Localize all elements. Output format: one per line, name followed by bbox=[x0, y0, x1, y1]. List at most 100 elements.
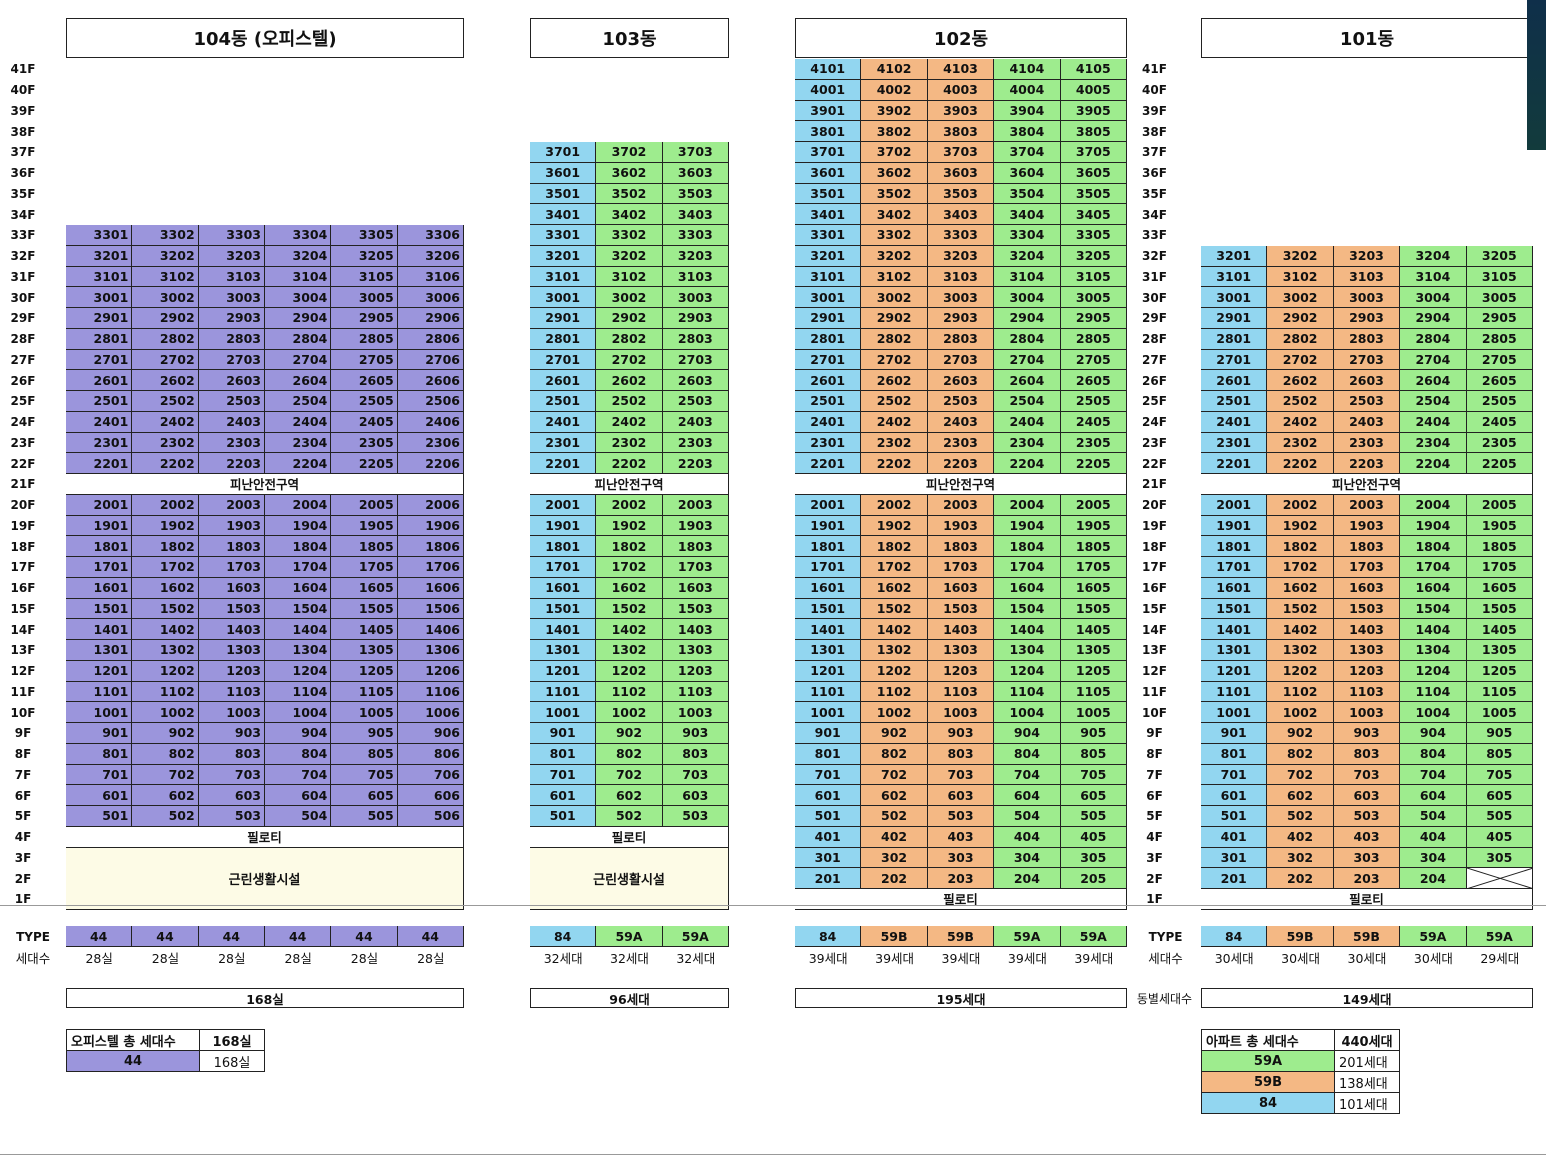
apartment-summary-value-59a: 201세대 bbox=[1334, 1050, 1400, 1072]
unit-cell: 2302 bbox=[132, 432, 199, 454]
unit-cell: 4102 bbox=[861, 59, 928, 80]
unit-cell: 702 bbox=[596, 764, 663, 786]
empty-unit-cross-icon bbox=[1466, 868, 1533, 889]
unit-cell: 501 bbox=[530, 806, 597, 827]
unit-cell: 2604 bbox=[265, 370, 332, 391]
unit-cell: 603 bbox=[198, 785, 265, 806]
floor-label: 29F bbox=[10, 311, 36, 326]
unit-cell: 2002 bbox=[596, 494, 663, 516]
household-count: 28실 bbox=[350, 950, 379, 966]
unit-cell: 1103 bbox=[927, 681, 995, 703]
unit-cell: 1605 bbox=[1466, 577, 1533, 599]
type-cell: 84 bbox=[1201, 926, 1268, 947]
household-count: 30세대 bbox=[1214, 950, 1254, 966]
unit-cell: 1005 bbox=[1466, 702, 1533, 723]
floor-label: 18F bbox=[10, 539, 36, 554]
unit-cell: 2702 bbox=[1267, 349, 1334, 371]
unit-cell: 2205 bbox=[1060, 453, 1127, 474]
floor-label: 2F bbox=[14, 871, 32, 886]
unit-cell: 1502 bbox=[132, 598, 199, 620]
household-count: 28실 bbox=[284, 950, 312, 966]
unit-cell: 2002 bbox=[132, 494, 199, 516]
type-cell: 44 bbox=[66, 926, 133, 947]
unit-cell: 1204 bbox=[265, 660, 332, 682]
unit-cell: 1701 bbox=[1201, 557, 1268, 578]
unit-cell: 1306 bbox=[397, 640, 464, 661]
unit-cell: 2403 bbox=[662, 411, 729, 433]
unit-cell: 2202 bbox=[596, 453, 663, 474]
unit-cell: 504 bbox=[994, 806, 1061, 827]
unit-cell: 2305 bbox=[331, 432, 398, 454]
unit-cell: 704 bbox=[1400, 764, 1467, 786]
unit-cell: 3104 bbox=[994, 266, 1061, 288]
unit-cell: 703 bbox=[662, 764, 729, 786]
floor-label: 32F bbox=[1142, 249, 1167, 264]
apartment-summary-type-59a: 59A bbox=[1201, 1050, 1335, 1072]
unit-cell: 3502 bbox=[861, 183, 928, 205]
unit-cell: 2702 bbox=[132, 349, 199, 371]
unit-cell: 1901 bbox=[795, 515, 862, 537]
unit-cell: 3303 bbox=[662, 225, 729, 246]
unit-cell: 2501 bbox=[795, 391, 862, 412]
unit-cell: 2005 bbox=[1060, 494, 1127, 516]
unit-cell: 4004 bbox=[994, 79, 1061, 101]
unit-cell: 3202 bbox=[132, 245, 199, 267]
unit-cell: 1803 bbox=[198, 536, 265, 557]
unit-cell: 1802 bbox=[596, 536, 663, 557]
unit-cell: 902 bbox=[1267, 723, 1334, 744]
unit-cell: 3501 bbox=[530, 183, 597, 205]
unit-cell: 801 bbox=[66, 743, 133, 765]
corner-dark-bar bbox=[1527, 0, 1546, 150]
unit-cell: 3601 bbox=[795, 162, 862, 184]
unit-cell: 1901 bbox=[66, 515, 133, 537]
unit-cell: 1002 bbox=[132, 702, 199, 723]
unit-cell: 2403 bbox=[198, 411, 265, 433]
unit-cell: 1601 bbox=[530, 577, 597, 599]
unit-cell: 2601 bbox=[1201, 370, 1268, 391]
piloti-zone: 필로티 bbox=[1201, 889, 1533, 910]
unit-cell: 1003 bbox=[198, 702, 265, 723]
unit-cell: 3102 bbox=[1267, 266, 1334, 288]
unit-cell: 3001 bbox=[66, 287, 133, 308]
unit-cell: 1602 bbox=[132, 577, 199, 599]
unit-cell: 2901 bbox=[66, 308, 133, 329]
unit-cell: 2804 bbox=[1400, 328, 1467, 350]
unit-cell: 3001 bbox=[530, 287, 597, 308]
unit-cell: 2702 bbox=[861, 349, 928, 371]
unit-cell: 2004 bbox=[265, 494, 332, 516]
unit-cell: 3103 bbox=[198, 266, 265, 288]
unit-cell: 803 bbox=[927, 743, 995, 765]
building-103-total: 96세대 bbox=[530, 988, 729, 1008]
unit-cell: 2904 bbox=[994, 308, 1061, 329]
unit-cell: 3303 bbox=[198, 225, 265, 246]
unit-cell: 901 bbox=[1201, 723, 1268, 744]
unit-cell: 3705 bbox=[1060, 142, 1127, 163]
unit-cell: 3305 bbox=[1060, 225, 1127, 246]
unit-cell: 1301 bbox=[530, 640, 597, 661]
unit-cell: 1001 bbox=[1201, 702, 1268, 723]
unit-cell: 3003 bbox=[662, 287, 729, 308]
unit-cell: 303 bbox=[927, 847, 995, 869]
unit-cell: 801 bbox=[530, 743, 597, 765]
unit-cell: 604 bbox=[994, 785, 1061, 806]
unit-cell: 1802 bbox=[132, 536, 199, 557]
unit-cell: 3303 bbox=[927, 225, 995, 246]
unit-cell: 601 bbox=[66, 785, 133, 806]
unit-cell: 701 bbox=[1201, 764, 1268, 786]
unit-cell: 1101 bbox=[530, 681, 597, 703]
apartment-summary-type-84: 84 bbox=[1201, 1092, 1335, 1114]
unit-cell: 1706 bbox=[397, 557, 464, 578]
unit-cell: 3603 bbox=[662, 162, 729, 184]
unit-cell: 1301 bbox=[66, 640, 133, 661]
unit-cell: 1105 bbox=[1060, 681, 1127, 703]
unit-cell: 2602 bbox=[1267, 370, 1334, 391]
unit-cell: 3304 bbox=[265, 225, 332, 246]
unit-cell: 905 bbox=[331, 723, 398, 744]
unit-cell: 2904 bbox=[265, 308, 332, 329]
unit-cell: 1802 bbox=[861, 536, 928, 557]
unit-cell: 3301 bbox=[795, 225, 862, 246]
type-cell: 59B bbox=[1333, 926, 1401, 947]
unit-cell: 1504 bbox=[1400, 598, 1467, 620]
floor-label: 13F bbox=[10, 643, 36, 658]
type-label-left: TYPE bbox=[16, 930, 50, 944]
